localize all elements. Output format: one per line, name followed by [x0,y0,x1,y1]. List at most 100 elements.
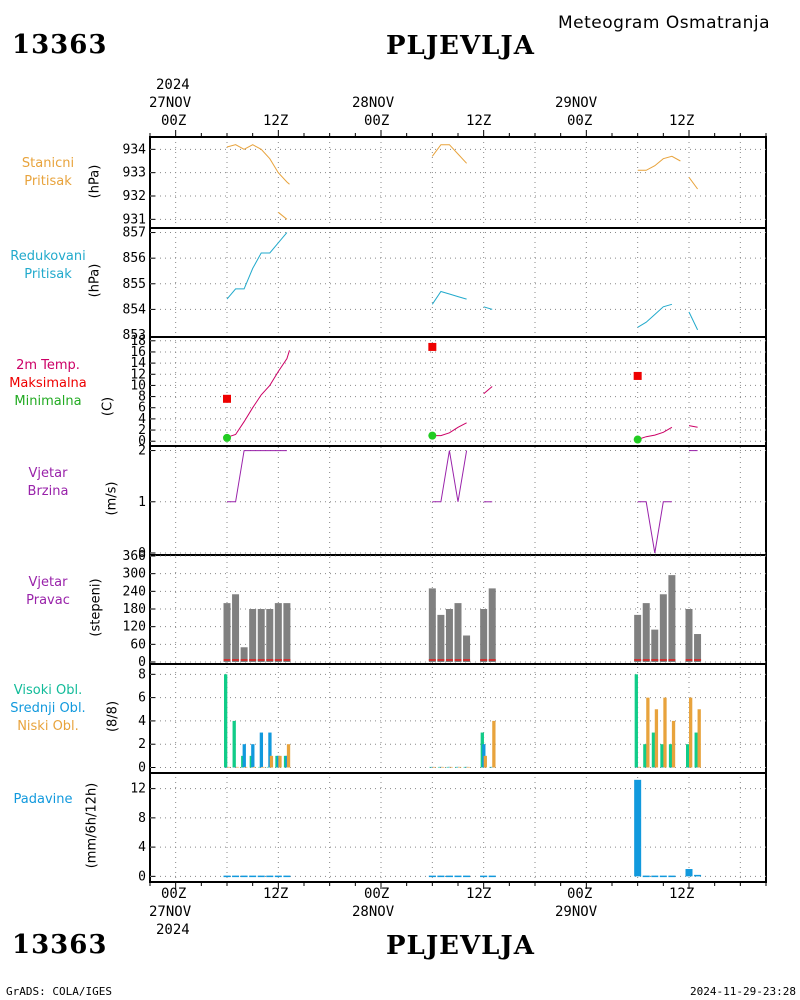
precip-bar [445,875,453,878]
temp-min-marker [428,431,437,440]
temp-max-marker [428,342,437,351]
cloud-ytick-label: 6 [138,691,146,706]
reduced-ytick-label: 856 [123,251,146,266]
clouds-label-line1: Visoki Obl. [13,683,83,698]
pressure-ytick-label: 931 [123,212,146,227]
temp-ytick-label: 10 [130,378,146,393]
precip-bar [454,875,462,878]
cloud-low-bar [646,697,650,768]
wind-dir-bar [437,614,445,662]
wind-dir-bar [266,609,274,662]
clouds-label-line3: Niski Obl. [17,719,79,734]
wind-dir-bar [274,603,282,662]
reduced-line [431,290,467,305]
reduced-ytick-label: 855 [123,277,146,292]
cloud-low-bar [697,709,701,768]
dir-ytick-label: 300 [123,567,146,582]
precip-bar [694,874,702,877]
cloud-low-bar [432,766,436,768]
cloud-low-bar [286,744,291,768]
reduced-line [688,311,699,331]
cloud-low-bar [244,766,248,768]
pressure-label: Stanicni Pritisak [0,155,96,191]
wind-dir-bar [257,609,265,662]
footer-credit: GrADS: COLA/IGES [6,985,112,998]
cloud-low-bar [671,720,676,768]
cloud-high-bar [643,744,647,768]
temp-label-line2: Maksimalna [9,376,87,391]
reduced-bottom-label: 853 [123,328,146,343]
precip-bar [283,875,291,878]
wind-dir-bar [694,634,702,662]
temp-line [226,350,290,438]
wind-dir-bar [480,609,488,662]
wind-dir-bar [634,614,642,662]
meteogram-subtitle: Meteogram Osmatranja [558,13,771,33]
cloud-high-bar [634,674,638,768]
temp-ytick-label: 16 [130,345,146,360]
top-day-2: 28NOV [352,95,395,111]
precip-bar [266,875,274,878]
wind-dir-bar [659,594,667,662]
temperature-label: 2m Temp. Maksimalna Minimalna [0,357,96,411]
wind-dir-bar [488,588,496,662]
cloud-ytick-label: 8 [138,667,146,682]
bottom-day-3: 29NOV [555,904,598,920]
cloud-low-bar [278,755,282,768]
pressure-ytick-label: 934 [123,142,147,157]
wind-dir-bar [454,603,462,662]
precip-ytick-label: 0 [138,869,146,884]
wind-dir-bar [223,603,231,662]
cloud-ytick-label: 2 [138,737,146,752]
clouds-label: Visoki Obl. Srednji Obl. Niski Obl. [0,682,96,736]
temp-line [688,425,698,428]
precip-bar [659,875,667,878]
cloud-ytick-label: 0 [138,761,146,776]
top-hour-3: 00Z [364,113,390,129]
precip-bar [463,875,471,878]
bottom-year: 2024 [156,922,190,938]
cloud-low-bar [654,709,659,768]
pressure-line [226,144,290,185]
dir-ytick-label: 60 [130,637,146,652]
bottom-hour-3: 00Z [364,886,390,902]
temp-label-line3: Minimalna [14,394,82,409]
pressure-label-line2: Pritisak [24,174,72,189]
precip-bar [668,875,676,878]
wind-ytick-label: 1 [138,495,146,510]
reduced-line [637,303,673,328]
dir-ytick-label: 360 [123,549,146,564]
panel-frame-precip [149,772,767,883]
pressure-line [431,144,467,164]
temp-ytick-label: 18 [130,334,146,349]
bottom-hour-4: 12Z [466,886,492,902]
dir-ytick-label: 180 [123,602,146,617]
top-hour-1: 00Z [161,113,187,129]
station-name: PLJEVLJA [386,31,535,61]
precip-bar [223,875,231,878]
wind-dir-label-line2: Pravac [26,593,70,608]
reduced-ytick-label: 857 [123,226,146,241]
top-day-1: 27NOV [149,95,192,111]
dir-ytick-label: 0 [138,655,146,670]
cloud-low-bar [440,766,445,768]
wind-dir-bar [249,609,257,662]
precip-bar [480,875,488,878]
top-hour-6: 12Z [669,113,695,129]
cloud-low-bar [449,766,453,768]
precip-bar [651,875,659,878]
temp-max-marker [633,371,642,380]
wind-ytick-label: 0 [138,546,146,561]
precip-label: Padavine [0,791,86,809]
precip-label-line1: Padavine [13,792,73,807]
wind-line [432,450,468,503]
temp-min-marker [223,433,231,442]
precip-ytick-label: 4 [138,840,146,855]
temp-min-marker [633,435,642,444]
cloud-mid-bar [259,732,264,768]
precip-bar [437,875,445,878]
temp-line [432,422,467,437]
cloud-low-bar [269,755,274,768]
